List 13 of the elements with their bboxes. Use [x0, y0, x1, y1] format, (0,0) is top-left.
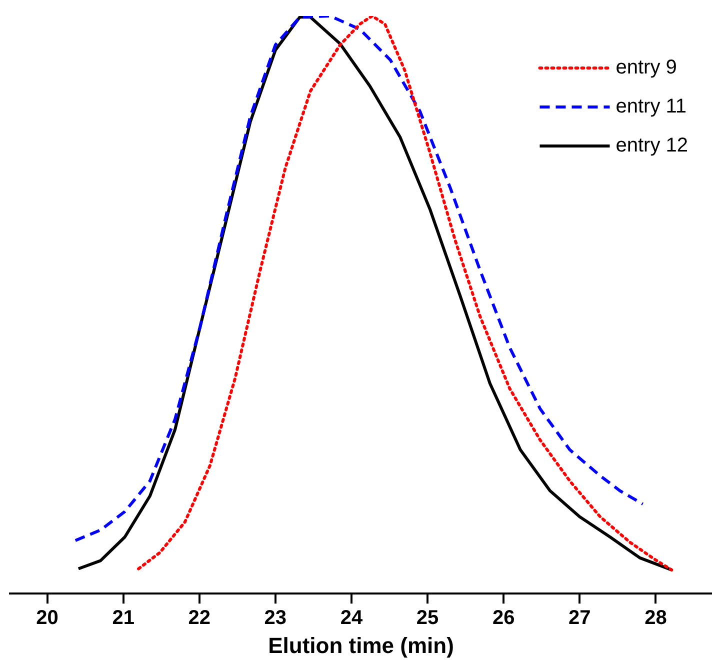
x-tick-label: 21 — [112, 607, 134, 630]
x-tick-label: 20 — [36, 607, 58, 630]
x-tick-label: 28 — [644, 607, 667, 630]
legend-label: entry 11 — [616, 96, 687, 118]
x-tick-label: 23 — [264, 607, 287, 630]
legend-label: entry 9 — [616, 56, 677, 79]
x-tick-label: 26 — [492, 607, 515, 630]
legend-label: entry 12 — [616, 134, 688, 157]
x-tick-label: 25 — [416, 607, 439, 630]
x-axis-title: Elution time (min) — [268, 632, 454, 658]
x-tick-label: 24 — [340, 607, 364, 630]
x-tick-label: 27 — [568, 607, 591, 630]
x-tick-label: 22 — [188, 607, 211, 630]
